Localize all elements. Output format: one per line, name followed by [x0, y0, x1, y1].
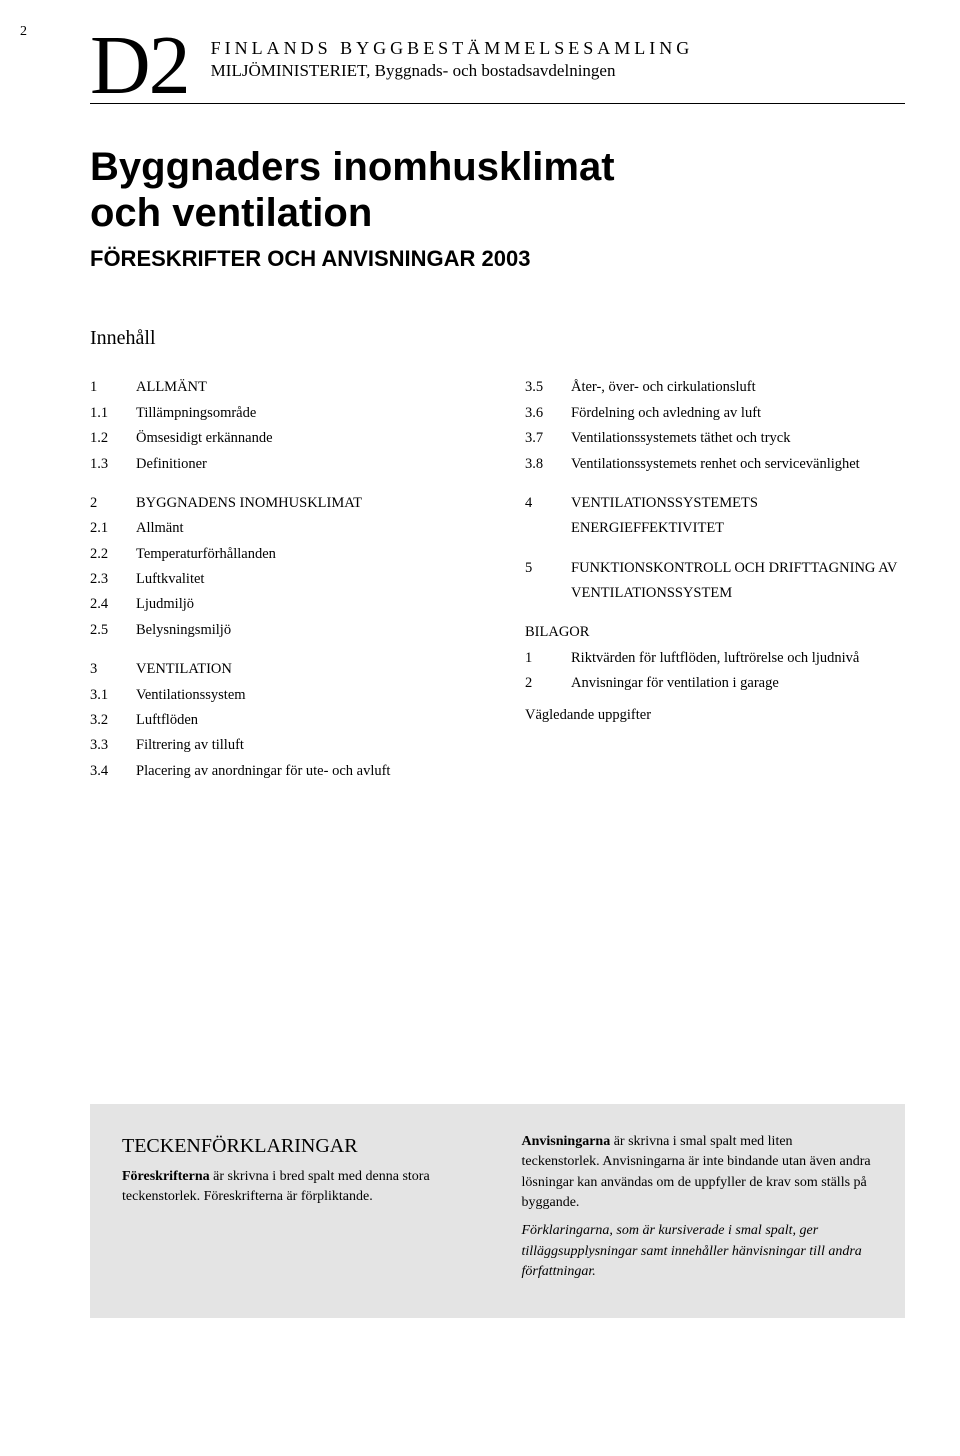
toc-num: 2 — [525, 671, 553, 696]
toc-item: 3.3 Filtrering av tilluft — [90, 733, 470, 758]
toc-heading: Innehåll — [90, 327, 905, 350]
toc-label: Tillämpningsområde — [136, 401, 256, 426]
toc-label: Placering av anordningar för ute- och av… — [136, 759, 390, 784]
toc-num: 1.2 — [90, 426, 118, 451]
toc-num: 1.3 — [90, 452, 118, 477]
legend-title: TECKENFÖRKLARINGAR — [122, 1132, 474, 1161]
toc-item: 4 VENTILATIONSSYSTEMETS ENERGIEFFEKTIVITE… — [525, 491, 905, 542]
toc-item: 1.2 Ömsesidigt erkännande — [90, 426, 470, 451]
legend-right-italic: Förklaringarna, som är kursiverade i sma… — [522, 1223, 862, 1279]
main-title-line: och ventilation — [90, 191, 372, 235]
legend-right: Anvisningarna är skrivna i smal spalt me… — [522, 1132, 874, 1290]
table-of-contents: 1 ALLMÄNT 1.1 Tillämpningsområde 1.2 Ömsesidi… — [90, 375, 905, 784]
toc-num: 3.1 — [90, 683, 118, 708]
toc-label: Fördelning och avledning av luft — [571, 401, 761, 426]
document-code: D2 — [90, 30, 189, 101]
toc-label: VENTILATIONSSYSTEMETS ENERGIEFFEKTIVITET — [571, 491, 905, 542]
toc-num: 3.4 — [90, 759, 118, 784]
collection-title: FINLANDS BYGGBESTÄMMELSESAMLING — [211, 38, 694, 59]
legend-box: TECKENFÖRKLARINGAR Föreskrifterna är skr… — [90, 1104, 905, 1318]
toc-item: 3.2 Luftflöden — [90, 708, 470, 733]
toc-label: Luftflöden — [136, 708, 198, 733]
toc-item: 1.1 Tillämpningsområde — [90, 401, 470, 426]
toc-item: 2.2 Temperaturförhållanden — [90, 542, 470, 567]
toc-item: 3.6 Fördelning och avledning av luft — [525, 401, 905, 426]
toc-label: Ljudmiljö — [136, 592, 194, 617]
toc-label: Filtrering av tilluft — [136, 733, 244, 758]
toc-num: 2.3 — [90, 567, 118, 592]
toc-item: 3 VENTILATION — [90, 657, 470, 682]
toc-num: 3.8 — [525, 452, 553, 477]
subtitle: FÖRESKRIFTER OCH ANVISNINGAR 2003 — [90, 246, 905, 272]
legend-left-bold: Föreskrifterna — [122, 1169, 210, 1184]
toc-num: 3.3 — [90, 733, 118, 758]
toc-label: BYGGNADENS INOMHUSKLIMAT — [136, 491, 362, 516]
toc-num: 3.7 — [525, 426, 553, 451]
toc-num: 4 — [525, 491, 553, 542]
toc-item: 2.3 Luftkvalitet — [90, 567, 470, 592]
legend-left-text: Föreskrifterna är skrivna i bred spalt m… — [122, 1167, 474, 1208]
toc-num: 1 — [90, 375, 118, 400]
toc-item: 2.1 Allmänt — [90, 516, 470, 541]
toc-left-column: 1 ALLMÄNT 1.1 Tillämpningsområde 1.2 Ömsesidi… — [90, 375, 470, 784]
toc-label: Allmänt — [136, 516, 184, 541]
toc-num: 2.2 — [90, 542, 118, 567]
bilagor-heading: BILAGOR — [525, 620, 905, 645]
toc-label: Ömsesidigt erkännande — [136, 426, 273, 451]
legend-left: TECKENFÖRKLARINGAR Föreskrifterna är skr… — [122, 1132, 474, 1290]
toc-item: 3.7 Ventilationssystemets täthet och tryc… — [525, 426, 905, 451]
toc-label: FUNKTIONSKONTROLL OCH DRIFTTAGNING AV VE… — [571, 556, 905, 607]
toc-num: 2 — [90, 491, 118, 516]
toc-label: Luftkvalitet — [136, 567, 204, 592]
toc-label: Temperaturförhållanden — [136, 542, 276, 567]
toc-item: 3.1 Ventilationssystem — [90, 683, 470, 708]
toc-num: 1.1 — [90, 401, 118, 426]
page-number: 2 — [20, 24, 27, 40]
toc-num: 5 — [525, 556, 553, 607]
toc-num: 3.6 — [525, 401, 553, 426]
toc-label: ALLMÄNT — [136, 375, 207, 400]
toc-num: 2.4 — [90, 592, 118, 617]
legend-right-p2: Förklaringarna, som är kursiverade i sma… — [522, 1221, 874, 1282]
toc-num: 3.5 — [525, 375, 553, 400]
toc-label: VENTILATION — [136, 657, 232, 682]
toc-item: 3.4 Placering av anordningar för ute- och… — [90, 759, 470, 784]
toc-item: 1 ALLMÄNT — [90, 375, 470, 400]
toc-num: 3.2 — [90, 708, 118, 733]
main-title: Byggnaders inomhusklimat och ventilation — [90, 144, 905, 236]
toc-num: 2.1 — [90, 516, 118, 541]
toc-label: Åter-, över- och cirkulationsluft — [571, 375, 756, 400]
main-title-line: Byggnaders inomhusklimat — [90, 145, 615, 189]
ministry-line: MILJÖMINISTERIET, Byggnads- och bostadsa… — [211, 61, 694, 81]
toc-label: Definitioner — [136, 452, 207, 477]
toc-item: 2.5 Belysningsmiljö — [90, 618, 470, 643]
toc-label: Belysningsmiljö — [136, 618, 231, 643]
toc-item: 3.8 Ventilationssystemets renhet och serv… — [525, 452, 905, 477]
legend-right-p1: Anvisningarna är skrivna i smal spalt me… — [522, 1132, 874, 1213]
header-row: D2 FINLANDS BYGGBESTÄMMELSESAMLING MILJÖ… — [90, 30, 905, 101]
toc-item: 2.4 Ljudmiljö — [90, 592, 470, 617]
toc-item: 5 FUNKTIONSKONTROLL OCH DRIFTTAGNING AV V… — [525, 556, 905, 607]
toc-item: 2 BYGGNADENS INOMHUSKLIMAT — [90, 491, 470, 516]
toc-label: Anvisningar för ventilation i garage — [571, 671, 779, 696]
toc-num: 3 — [90, 657, 118, 682]
toc-label: Ventilationssystemets täthet och tryck — [571, 426, 790, 451]
toc-label: Ventilationssystemets renhet och service… — [571, 452, 860, 477]
toc-item: 1 Riktvärden för luftflöden, luftrörelse … — [525, 646, 905, 671]
toc-label: Ventilationssystem — [136, 683, 246, 708]
toc-right-column: 3.5 Åter-, över- och cirkulationsluft 3.6 F… — [525, 375, 905, 784]
header-text: FINLANDS BYGGBESTÄMMELSESAMLING MILJÖMIN… — [211, 30, 694, 81]
toc-label: Riktvärden för luftflöden, luftrörelse o… — [571, 646, 859, 671]
toc-item: 3.5 Åter-, över- och cirkulationsluft — [525, 375, 905, 400]
toc-item: 2 Anvisningar för ventilation i garage — [525, 671, 905, 696]
toc-item: 1.3 Definitioner — [90, 452, 470, 477]
toc-num: 2.5 — [90, 618, 118, 643]
toc-num: 1 — [525, 646, 553, 671]
vagledande: Vägledande uppgifter — [525, 703, 905, 728]
header-divider — [90, 103, 905, 104]
legend-right-bold: Anvisningarna — [522, 1134, 611, 1149]
